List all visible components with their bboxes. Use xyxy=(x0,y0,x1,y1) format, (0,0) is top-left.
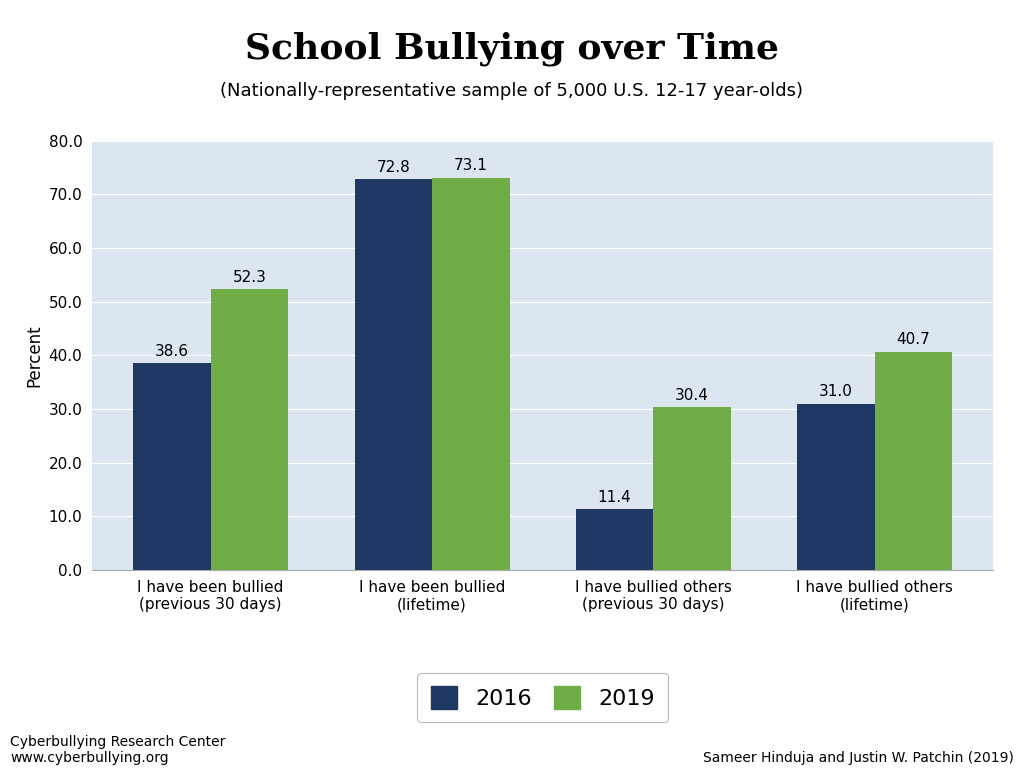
Text: (Nationally-representative sample of 5,000 U.S. 12-17 year-olds): (Nationally-representative sample of 5,0… xyxy=(220,82,804,100)
Bar xyxy=(432,177,510,570)
Text: 72.8: 72.8 xyxy=(377,160,411,175)
Text: Sameer Hinduja and Justin W. Patchin (2019): Sameer Hinduja and Justin W. Patchin (20… xyxy=(702,751,1014,765)
Bar xyxy=(211,289,288,570)
Y-axis label: Percent: Percent xyxy=(25,324,43,387)
Text: 73.1: 73.1 xyxy=(454,159,487,173)
Text: Cyberbullying Research Center
www.cyberbullying.org: Cyberbullying Research Center www.cyberb… xyxy=(10,735,225,765)
Bar xyxy=(874,351,952,570)
Legend: 2016, 2019: 2016, 2019 xyxy=(417,672,669,722)
Bar xyxy=(653,407,731,570)
Text: 38.6: 38.6 xyxy=(155,344,188,358)
Text: 11.4: 11.4 xyxy=(598,490,632,505)
Bar xyxy=(354,179,432,570)
Text: 30.4: 30.4 xyxy=(675,387,709,403)
Text: 52.3: 52.3 xyxy=(232,270,266,285)
Bar xyxy=(798,404,874,570)
Text: 40.7: 40.7 xyxy=(897,332,931,348)
Bar xyxy=(575,509,653,570)
Text: 31.0: 31.0 xyxy=(819,384,853,399)
Bar xyxy=(133,363,211,570)
Text: School Bullying over Time: School Bullying over Time xyxy=(245,31,779,66)
